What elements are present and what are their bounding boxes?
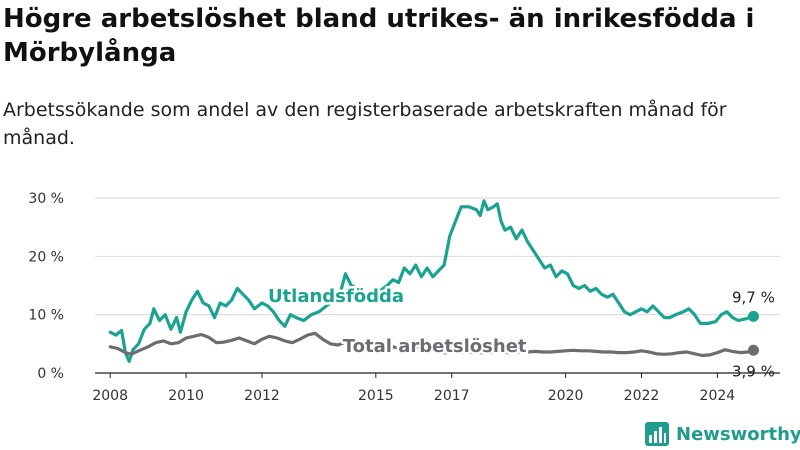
- series-end-label-0: 9,7 %: [732, 288, 775, 306]
- brand-logo: Newsworthy: [644, 420, 800, 448]
- y-tick-label: 20 %: [28, 249, 64, 265]
- x-tick-label: 2010: [168, 388, 204, 404]
- series-name-label-1: Total arbetslöshet: [343, 336, 527, 357]
- series-name-label-0: Utlandsfödda: [268, 286, 404, 307]
- x-tick-label: 2008: [92, 388, 128, 404]
- y-tick-label: 10 %: [28, 308, 64, 324]
- gridlines: [95, 197, 780, 374]
- series-end-marker-1: [747, 344, 759, 356]
- x-tick-label: 2015: [358, 388, 394, 404]
- series-labels: 9,7 % 3,9 % Utlandsfödda Total arbetslöshet: [265, 283, 775, 380]
- brand-name: Newsworthy: [676, 423, 800, 445]
- x-tick-label: 2022: [624, 388, 660, 404]
- x-tick-label: 2012: [244, 388, 280, 404]
- y-tick-label: 0 %: [37, 366, 64, 382]
- series-line-1: [108, 331, 755, 358]
- series-end-marker-0: [747, 310, 759, 322]
- y-axis-ticks: 0 % 10 % 20 % 30 %: [28, 191, 64, 382]
- line-chart: 0 % 10 % 20 % 30 % 2008 2010 2012 2015 2017 2020…: [28, 191, 780, 404]
- x-tick-label: 2020: [548, 388, 584, 404]
- chart-title: Högre arbetslöshet bland utrikes- än inr…: [3, 4, 755, 68]
- series-lines: [108, 199, 759, 363]
- y-tick-label: 30 %: [28, 191, 64, 207]
- x-tick-label: 2024: [700, 388, 736, 404]
- bar-chart-logo-icon: [645, 422, 669, 446]
- chart-subtitle: Arbetssökande som andel av den registerb…: [3, 99, 727, 149]
- series-line-0: [108, 199, 755, 363]
- x-axis-ticks: 2008 2010 2012 2015 2017 2020 2022 2024: [92, 373, 735, 404]
- x-tick-label: 2017: [434, 388, 470, 404]
- series-end-label-1: 3,9 %: [732, 362, 775, 380]
